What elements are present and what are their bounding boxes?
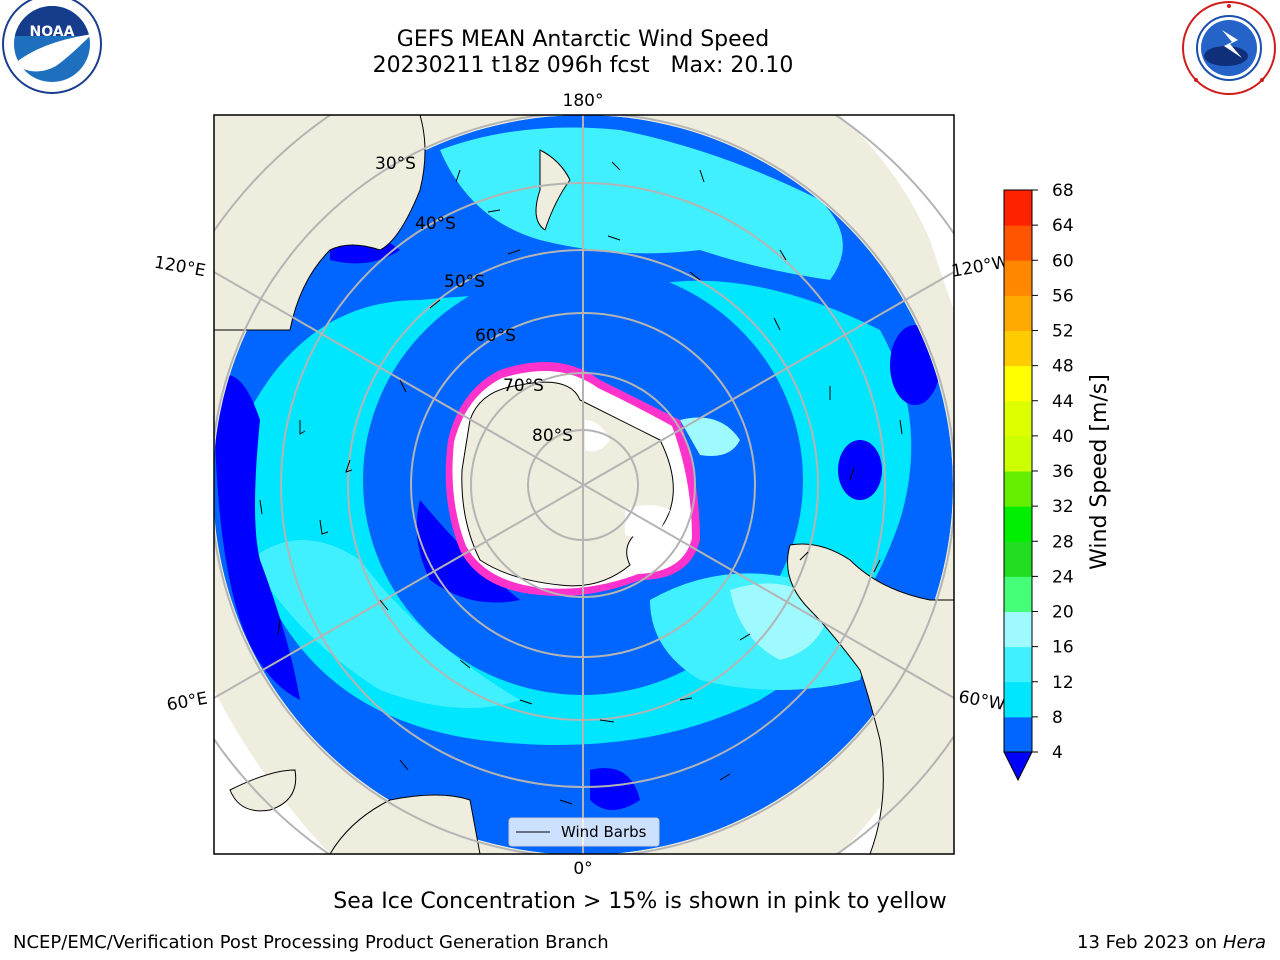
lat-label-80s: 80°S	[532, 426, 573, 446]
colorbar-segment	[1004, 400, 1032, 437]
colorbar-tick-label: 56	[1052, 286, 1074, 306]
colorbar-tick-label: 4	[1052, 743, 1063, 763]
chart-title: GEFS MEAN Antarctic Wind Speed	[396, 27, 770, 52]
colorbar-segment	[1004, 646, 1032, 683]
colorbar-segment	[1004, 611, 1032, 648]
footer-left: NCEP/EMC/Verification Post Processing Pr…	[13, 932, 609, 953]
lon-label-120e: 120°E	[153, 253, 207, 282]
colorbar-segment	[1004, 435, 1032, 472]
lon-label-60e: 60°E	[165, 689, 209, 716]
colorbar-segment	[1004, 260, 1032, 296]
colorbar-label: Wind Speed [m/s]	[1087, 374, 1112, 570]
colorbar-tick-label: 68	[1052, 181, 1074, 201]
colorbar-segment	[1004, 716, 1032, 753]
chart-subtitle: 20230211 t18z 096h fcst Max: 20.10	[372, 53, 794, 78]
lat-label-50s: 50°S	[444, 272, 485, 292]
colorbar-segment	[1004, 506, 1032, 542]
colorbar-tick-label: 36	[1052, 462, 1074, 482]
lat-label-70s: 70°S	[503, 376, 544, 396]
colorbar-segment	[1004, 541, 1032, 577]
lon-label-180: 180°	[563, 91, 604, 111]
colorbar-tick-label: 44	[1052, 392, 1074, 412]
footer-date: 13 Feb 2023 on	[1077, 932, 1218, 953]
colorbar-tick-label: 12	[1052, 673, 1074, 693]
nws-logo	[1182, 1, 1276, 95]
colorbar-under-arrow	[1003, 751, 1033, 782]
svg-text:NOAA: NOAA	[30, 24, 75, 40]
lat-label-40s: 40°S	[415, 214, 456, 234]
caption: Sea Ice Concentration > 15% is shown in …	[333, 889, 947, 914]
map-legend	[508, 817, 660, 847]
colorbar-tick-label: 64	[1052, 216, 1074, 236]
colorbar-tick-label: 40	[1052, 427, 1074, 447]
noaa-logo: NOAA	[2, 0, 102, 94]
colorbar-tick-label: 48	[1052, 357, 1074, 377]
footer-system: Hera	[1222, 932, 1266, 953]
colorbar-segment	[1004, 190, 1032, 226]
lon-label-0: 0°	[573, 859, 592, 879]
colorbar-tick-label: 8	[1052, 708, 1063, 728]
footer-right: 13 Feb 2023 on Hera	[1077, 932, 1266, 953]
colorbar-segment	[1004, 330, 1032, 367]
colorbar-tick-label: 32	[1052, 497, 1074, 517]
colorbar-tick-label: 60	[1052, 251, 1074, 271]
colorbar-tick-label: 24	[1052, 567, 1074, 587]
lat-label-60s: 60°S	[475, 326, 516, 346]
colorbar-tick-label: 28	[1052, 532, 1074, 552]
lat-label-30s: 30°S	[375, 154, 416, 174]
colorbar-segment	[1004, 681, 1032, 718]
lon-label-120w: 120°W	[950, 252, 1011, 282]
colorbar-segment	[1004, 225, 1032, 261]
colorbar-segment	[1004, 365, 1032, 402]
colorbar-tick-label: 16	[1052, 638, 1074, 658]
colorbar-tick-label: 20	[1052, 603, 1074, 623]
wind-barbs	[259, 161, 903, 805]
lon-label-60w: 60°W	[957, 687, 1007, 715]
colorbar-segment	[1004, 295, 1032, 331]
colorbar-segment	[1004, 471, 1032, 507]
colorbar-tick-label: 52	[1052, 322, 1074, 342]
legend-label: Wind Barbs	[561, 823, 647, 841]
colorbar-segment	[1004, 576, 1032, 612]
